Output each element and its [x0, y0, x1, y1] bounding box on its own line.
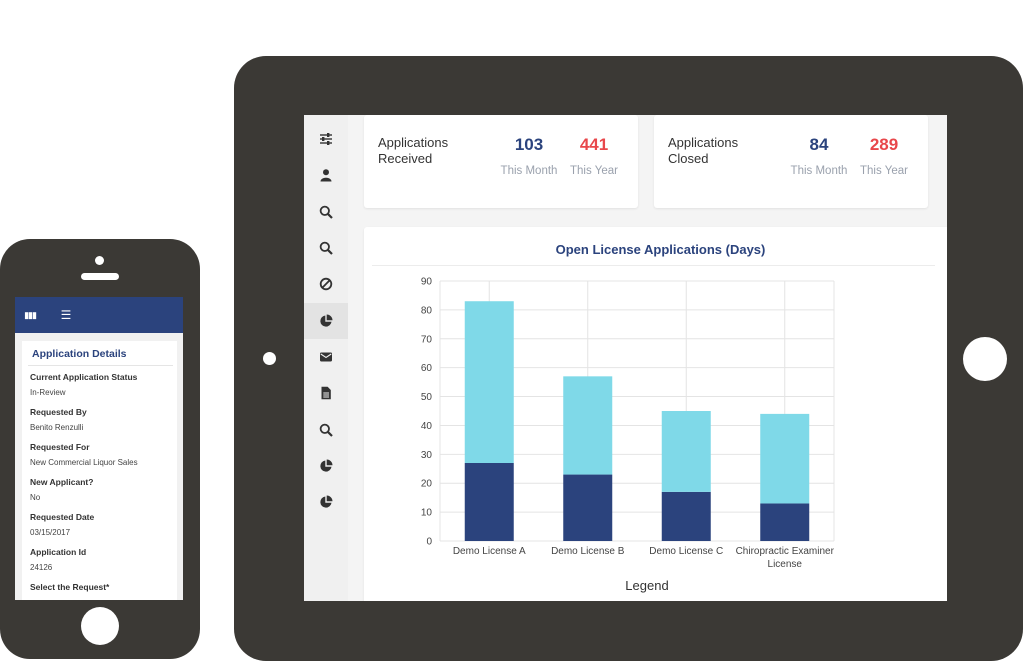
x-tick-label: Demo License A — [453, 546, 526, 557]
field-label: Requested Date — [30, 512, 95, 522]
pie-chart-icon — [320, 314, 333, 327]
sidebar-item-user[interactable] — [304, 157, 348, 193]
bar-segment — [563, 376, 613, 475]
field-value: 24126 — [30, 563, 53, 572]
y-tick-label: 80 — [421, 305, 433, 316]
sidebar-item-search[interactable] — [304, 194, 348, 230]
x-tick-label: Demo License B — [551, 546, 625, 557]
chart-card: Open License Applications (Days) 0 10 20 30… — [364, 227, 947, 601]
search-icon — [319, 423, 333, 437]
stat-year-value: 289 — [869, 135, 899, 154]
phone-device: ▮▮▮ ☰ Application Details Current Applic… — [0, 239, 200, 659]
envelope-icon — [320, 352, 332, 362]
field-label: Current Application Status — [30, 372, 138, 382]
y-tick-label: 70 — [421, 334, 433, 345]
sidebar-item-blocked[interactable] — [304, 266, 348, 302]
search-icon — [319, 205, 333, 219]
stat-year-value: 441 — [579, 135, 609, 154]
field-value: In-Review — [30, 388, 66, 397]
y-tick-label: 50 — [421, 392, 433, 403]
field-value: 03/15/2017 — [30, 528, 71, 537]
sidebar-item-messages[interactable] — [304, 339, 348, 375]
field-label: Requested By — [30, 407, 87, 417]
x-tick-label: Chiropractic Examiner — [736, 546, 835, 557]
stacked-bar-chart: 0 10 20 30 40 50 60 70 80 90 Demo License A Demo Li… — [421, 277, 835, 594]
sidebar-item-filters[interactable] — [304, 121, 348, 157]
menu-icon[interactable]: ☰ — [60, 308, 72, 322]
stat-year-caption: This Year — [570, 165, 618, 177]
bar-segment — [464, 463, 514, 541]
chart-title: Open License Applications (Days) — [555, 242, 766, 257]
y-tick-label: 0 — [426, 537, 432, 548]
tablet-screen: Applications Received 103 441 This Month… — [304, 115, 947, 601]
y-tick-label: 30 — [421, 450, 433, 461]
x-tick-label: License — [768, 559, 803, 570]
user-icon — [320, 169, 332, 182]
divider — [28, 365, 173, 366]
tablet-camera — [263, 352, 276, 365]
search-icon — [319, 241, 333, 255]
y-tick-label: 20 — [421, 479, 433, 490]
stat-card-received: Applications Received 103 441 This Month… — [364, 115, 638, 208]
stat-month-caption: This Month — [790, 165, 848, 177]
field-label: Select the Request* — [30, 582, 110, 592]
field-value: No — [30, 493, 41, 502]
sidebar-item-analytics[interactable] — [304, 448, 348, 484]
pie-chart-icon — [320, 459, 333, 472]
sidebar-item-analytics-2[interactable] — [304, 484, 348, 520]
sidebar-item-search-3[interactable] — [304, 412, 348, 448]
field-value: New Commercial Liquor Sales — [30, 458, 138, 467]
stat-month-value: 84 — [809, 135, 829, 154]
ban-icon — [319, 277, 333, 291]
y-tick-label: 90 — [421, 277, 433, 288]
chart-title-divider — [372, 265, 935, 266]
y-tick-label: 10 — [421, 508, 433, 519]
sidebar-item-reports[interactable] — [304, 303, 348, 339]
bar-chart-icon[interactable]: ▮▮▮ — [24, 309, 37, 320]
bar-segment — [464, 301, 514, 463]
phone-speaker — [81, 273, 119, 280]
application-details-card: Application Details Current Application … — [22, 341, 177, 600]
x-tick-label: Demo License C — [649, 546, 723, 557]
field-label: New Applicant? — [30, 477, 94, 487]
bar-segment — [563, 474, 613, 541]
sidebar — [304, 115, 348, 601]
dashboard-content: Applications Received 103 441 This Month… — [348, 115, 947, 601]
phone-camera — [95, 256, 104, 265]
bar-segment — [760, 413, 810, 504]
field-label: Requested For — [30, 442, 90, 452]
phone-screen: ▮▮▮ ☰ Application Details Current Applic… — [15, 297, 183, 600]
stat-card-closed: Applications Closed 84 289 This Month Th… — [654, 115, 928, 208]
sidebar-item-documents[interactable] — [304, 375, 348, 411]
y-tick-label: 40 — [421, 421, 433, 432]
pie-chart-icon — [320, 495, 333, 508]
card-title: Application Details — [32, 348, 127, 360]
y-tick-label: 60 — [421, 363, 433, 374]
legend-title: Legend — [625, 578, 668, 593]
stat-month-value: 103 — [514, 135, 544, 154]
stat-label: Applications Received — [378, 135, 449, 166]
phone-home-button[interactable] — [81, 607, 119, 645]
sliders-icon — [320, 133, 332, 145]
sidebar-item-search-2[interactable] — [304, 230, 348, 266]
document-icon — [321, 386, 331, 400]
stat-month-caption: This Month — [500, 165, 558, 177]
stat-year-caption: This Year — [860, 165, 908, 177]
tablet-home-button[interactable] — [963, 337, 1007, 381]
tablet-device: Applications Received 103 441 This Month… — [234, 56, 1023, 661]
field-label: Application Id — [30, 547, 87, 557]
bar-segment — [661, 411, 711, 492]
stat-label: Applications Closed — [668, 135, 739, 166]
phone-top-bar: ▮▮▮ ☰ — [15, 297, 183, 333]
field-value: Benito Renzulli — [30, 423, 84, 432]
bar-segment — [760, 503, 810, 541]
bar-segment — [661, 491, 711, 541]
